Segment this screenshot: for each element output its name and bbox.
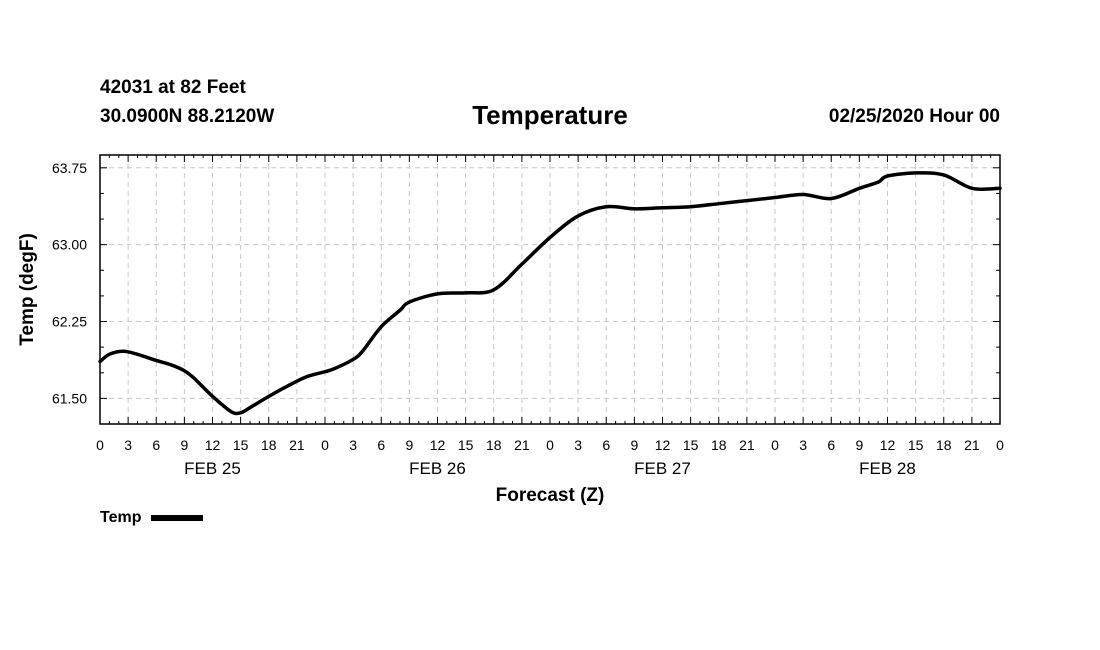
x-tick-label: 9 xyxy=(855,437,863,453)
y-tick-label: 61.50 xyxy=(52,390,87,406)
x-tick-label: 6 xyxy=(377,437,385,453)
plot-frame xyxy=(99,154,1001,425)
y-tick-label: 63.00 xyxy=(52,237,87,253)
x-tick-label: 21 xyxy=(514,437,530,453)
legend-swatch xyxy=(151,515,204,521)
x-tick-label: 21 xyxy=(739,437,755,453)
station-label: 42031 at 82 Feet xyxy=(100,77,246,98)
day-label: FEB 26 xyxy=(409,459,466,478)
x-tick-label: 3 xyxy=(799,437,807,453)
day-label: FEB 28 xyxy=(859,459,916,478)
grid-lines xyxy=(100,155,1000,424)
x-tick-label: 9 xyxy=(405,437,413,453)
x-tick-label: 0 xyxy=(321,437,329,453)
x-tick-label: 3 xyxy=(349,437,357,453)
x-tick-label: 6 xyxy=(602,437,610,453)
x-tick-label: 18 xyxy=(486,437,502,453)
x-tick-label: 21 xyxy=(964,437,980,453)
x-tick-label: 18 xyxy=(936,437,952,453)
x-tick-label: 21 xyxy=(289,437,305,453)
x-tick-label: 9 xyxy=(180,437,188,453)
x-tick-label: 0 xyxy=(96,437,104,453)
coordinates-label: 30.0900N 88.2120W xyxy=(100,106,275,127)
x-tick-label: 15 xyxy=(683,437,699,453)
y-tick-label: 62.25 xyxy=(52,314,87,330)
legend-label: Temp xyxy=(100,509,142,526)
x-tick-label: 15 xyxy=(458,437,474,453)
chart-title: Temperature xyxy=(472,100,628,130)
x-tick-label: 9 xyxy=(630,437,638,453)
axis-labels: 0 3 6 9 12 15 18 21 0 3 6 9 12 15 18 21 0 3 6 9 12 15 18 21 0 3 6 9… xyxy=(52,160,1004,478)
x-tick-label: 12 xyxy=(430,437,446,453)
y-tick-label: 63.75 xyxy=(52,160,87,176)
forecast-datetime: 02/25/2020 Hour 00 xyxy=(828,106,1000,127)
x-axis-title: Forecast (Z) xyxy=(496,485,605,506)
x-tick-label: 3 xyxy=(574,437,582,453)
x-tick-label: 18 xyxy=(711,437,727,453)
x-tick-label: 15 xyxy=(908,437,924,453)
day-label: FEB 27 xyxy=(634,459,691,478)
x-tick-label: 6 xyxy=(152,437,160,453)
x-tick-label: 0 xyxy=(996,437,1004,453)
x-tick-label: 6 xyxy=(827,437,835,453)
legend: Temp xyxy=(100,509,204,527)
x-tick-label: 12 xyxy=(655,437,671,453)
x-tick-label: 18 xyxy=(261,437,277,453)
x-tick-label: 0 xyxy=(771,437,779,453)
x-tick-label: 3 xyxy=(124,437,132,453)
x-tick-label: 15 xyxy=(233,437,249,453)
x-tick-label: 12 xyxy=(205,437,221,453)
x-tick-label: 0 xyxy=(546,437,554,453)
x-tick-label: 12 xyxy=(880,437,896,453)
y-axis-title: Temp (degF) xyxy=(17,233,38,346)
temp-series-line xyxy=(98,171,1002,416)
day-label: FEB 25 xyxy=(184,459,241,478)
